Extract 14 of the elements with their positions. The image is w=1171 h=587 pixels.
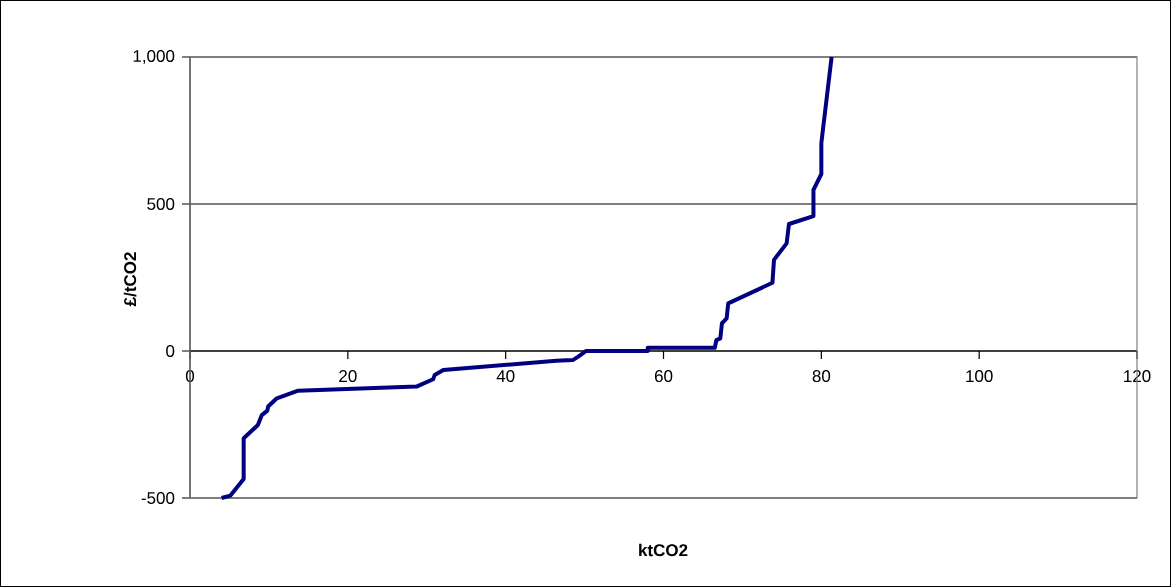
x-axis-title: ktCO2 [639,543,688,557]
x-tick-label: 40 [496,370,515,383]
x-tick-label: 20 [339,370,357,383]
y-tick-label: -500 [141,491,175,504]
x-tick-label: 120 [1124,370,1151,383]
y-tick-label: 1,000 [133,49,175,64]
x-tick-label: 0 [185,370,195,383]
line-series [219,54,834,500]
x-tick-label: 100 [966,370,993,383]
x-tick-label: 60 [654,370,673,383]
y-tick-label: 500 [147,197,175,210]
y-axis-title: £/tCO2 [123,252,137,307]
y-tick-label: 0 [166,344,175,357]
x-tick-label: 80 [812,370,831,383]
